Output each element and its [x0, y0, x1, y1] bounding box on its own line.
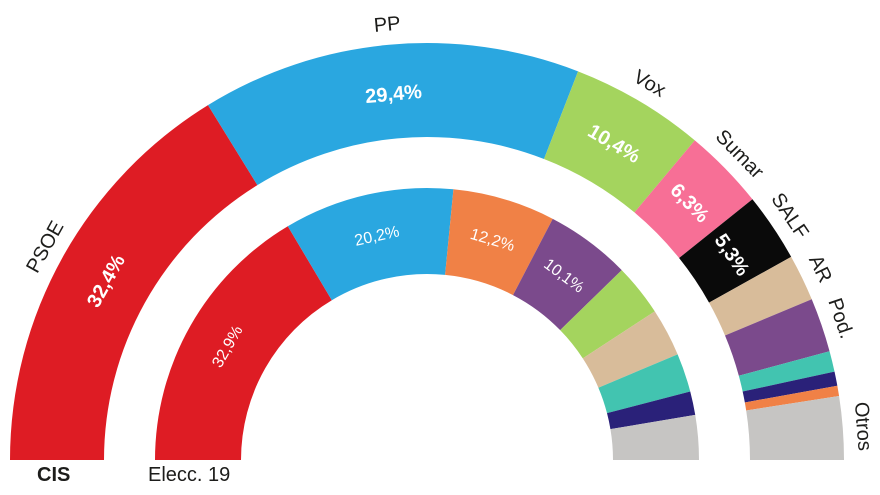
- value-label-cis-pp: 29,4%: [364, 81, 423, 108]
- segment-elecc19-seg8: [610, 414, 700, 460]
- segment-cis-ar: [709, 256, 812, 336]
- series-label-elecc19: Elecc. 19: [148, 464, 231, 486]
- segment-elecc19-seg6: [598, 354, 691, 414]
- segment-cis-pp: [208, 43, 579, 186]
- party-label-pp: PP: [373, 13, 402, 37]
- segment-elecc19-seg2: [445, 189, 553, 296]
- segment-cis-vox: [544, 71, 695, 213]
- segment-cis-pod: [725, 299, 830, 376]
- segment-elecc19-seg4: [560, 270, 655, 359]
- segment-cis-seg8: [742, 371, 838, 403]
- series-label-cis: CIS: [37, 464, 71, 486]
- party-label-otros: Otros: [850, 401, 876, 451]
- segment-cis-psoe: [10, 105, 258, 460]
- segment-cis-seg7: [738, 351, 835, 392]
- segment-elecc19-seg3: [513, 218, 622, 331]
- segment-elecc19-seg1: [287, 188, 454, 301]
- party-label-ar: AR: [804, 252, 836, 287]
- segment-cis-seg9: [744, 385, 840, 411]
- segment-elecc19-seg0: [155, 226, 332, 460]
- segment-cis-salf: [679, 199, 792, 303]
- segment-cis-otros: [746, 396, 844, 460]
- party-label-vox: Vox: [629, 66, 669, 102]
- segment-elecc19-seg5: [582, 311, 678, 388]
- party-label-pod: Pod.: [823, 295, 857, 341]
- segment-cis-sumar: [634, 140, 753, 259]
- segment-elecc19-seg7: [607, 391, 696, 430]
